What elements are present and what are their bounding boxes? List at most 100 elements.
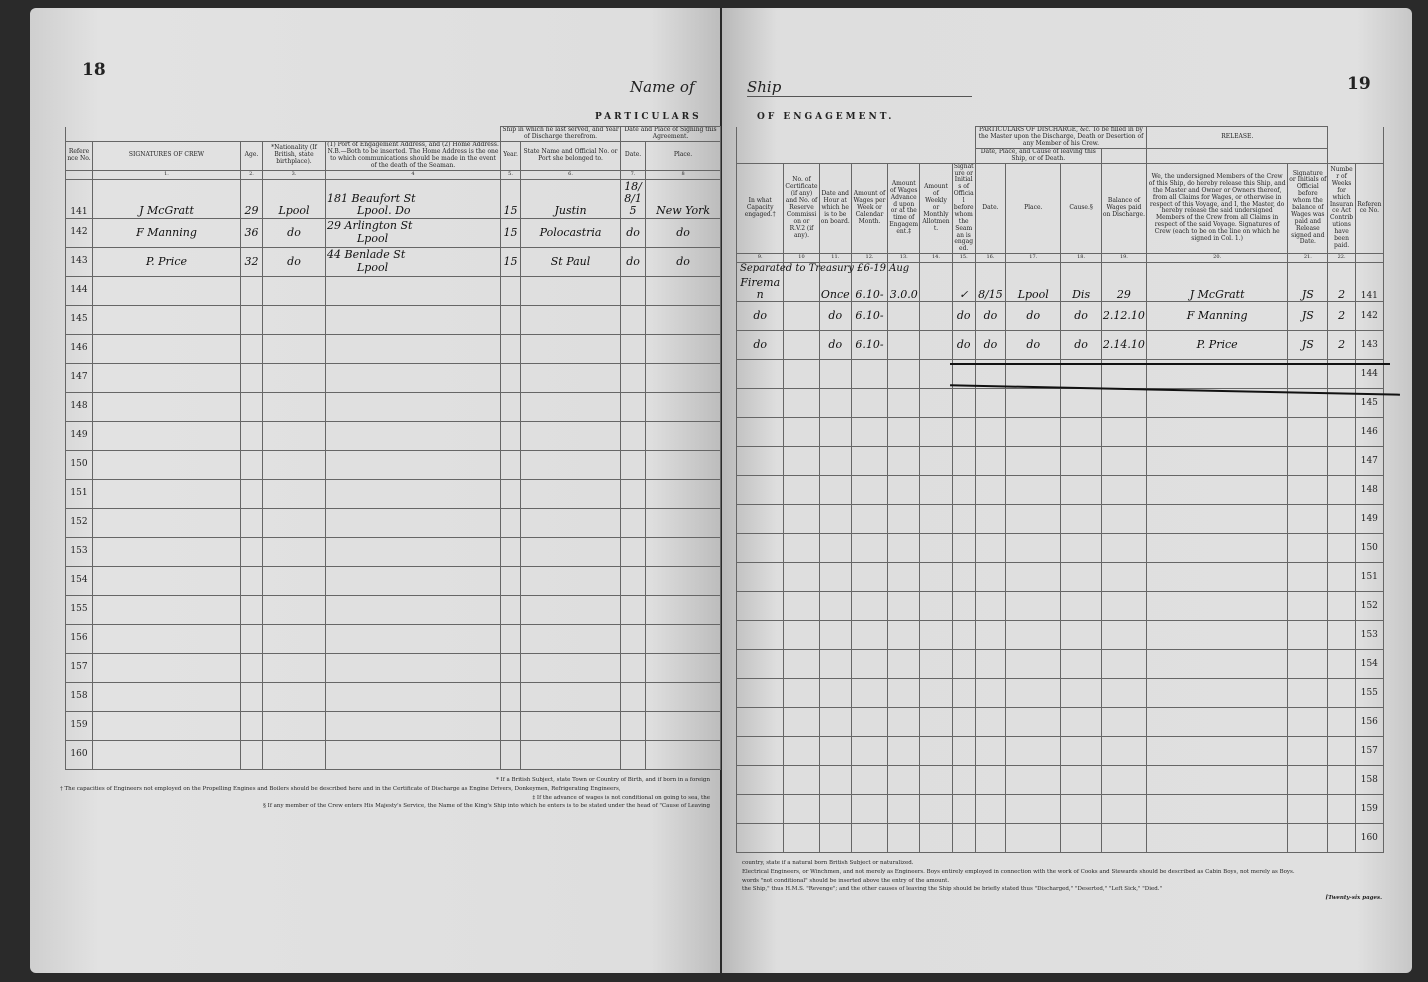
cell-official: do [951, 301, 976, 332]
reference-number: 155 [1354, 678, 1385, 709]
cell-age [240, 565, 263, 596]
cell-address1 [324, 536, 502, 567]
column-number: 11. [818, 253, 852, 264]
cell-place [645, 507, 722, 538]
reference-number: 142 [1354, 301, 1385, 332]
cell-cause [1060, 649, 1102, 680]
cell-x10 [783, 475, 820, 506]
cell-official [951, 562, 976, 593]
cell-capacity [735, 823, 785, 854]
cell-wages [850, 736, 889, 767]
cell-advance [887, 678, 921, 709]
cell-place [645, 333, 722, 364]
cell-dis_place [1005, 591, 1062, 622]
cell-dis_place [1005, 446, 1062, 477]
cell-x10 [783, 417, 820, 448]
cell-date [620, 594, 647, 625]
cell-dis_place: do [1005, 301, 1062, 332]
cell-release_sig [1146, 649, 1289, 680]
cell-release_sig [1146, 823, 1289, 854]
cell-advance [887, 765, 921, 796]
cell-advance [887, 649, 921, 680]
cell-official_sig [1287, 736, 1329, 767]
column-number: 14. [919, 253, 953, 264]
cell-x10 [783, 262, 820, 303]
cell-year [500, 478, 522, 509]
cell-advance [887, 475, 921, 506]
cell-date [620, 623, 647, 654]
cell-x14 [919, 533, 953, 564]
column-number: 15. [951, 253, 976, 264]
group-header-discharge: PARTICULARS OF DISCHARGE, &c. To be fill… [974, 126, 1148, 149]
reference-number: 160 [65, 739, 93, 770]
cell-name [92, 739, 241, 770]
cell-x14 [919, 678, 953, 709]
column-number: 21. [1287, 253, 1329, 264]
cell-age [240, 449, 263, 480]
column-header: Number of Weeks for which Insurance Act … [1327, 162, 1356, 255]
cell-official [951, 417, 976, 448]
column-header: We, the undersigned Members of the Crew … [1146, 162, 1289, 255]
cell-date_hour [818, 562, 852, 593]
column-number: 8 [645, 169, 722, 180]
cell-date [620, 652, 647, 683]
table-row: 149 [65, 420, 722, 451]
reference-number: 153 [65, 536, 93, 567]
cell-nationality [262, 739, 326, 770]
table-row: 150 [65, 449, 722, 480]
header-spacer [1100, 148, 1148, 164]
cell-balance [1100, 736, 1148, 767]
cell-date_hour: do [818, 301, 852, 332]
cell-year [500, 565, 522, 596]
cell-ship [520, 565, 622, 596]
table-row: 152 [735, 591, 1385, 622]
table-row: 155 [65, 594, 722, 625]
column-header: State Name and Official No. or Port she … [520, 141, 622, 171]
cell-year [500, 594, 522, 625]
cell-balance [1100, 649, 1148, 680]
cell-place [645, 304, 722, 335]
cell-name [92, 652, 241, 683]
cell-place [645, 391, 722, 422]
cell-place [645, 623, 722, 654]
header-spacer [736, 148, 976, 164]
cell-x10 [783, 301, 820, 332]
cell-year [500, 507, 522, 538]
cell-date_hour [818, 620, 852, 651]
cell-nationality: Lpool [262, 178, 326, 219]
cell-address1 [324, 420, 502, 451]
column-header: In what Capacity engaged.† [735, 162, 785, 255]
column-number: 2. [240, 169, 263, 180]
cell-x14 [919, 591, 953, 622]
cell-age [240, 623, 263, 654]
cell-name: P. Price [92, 246, 241, 277]
cell-ship [520, 391, 622, 422]
column-header: SIGNATURES OF CREW [92, 141, 241, 171]
cell-year [500, 275, 522, 306]
cell-dis_place [1005, 620, 1062, 651]
reference-number: 144 [65, 275, 93, 306]
column-header: Place. [1005, 162, 1062, 255]
cell-place: do [645, 246, 722, 277]
cell-dis_date [974, 446, 1007, 477]
cell-x10 [783, 707, 820, 738]
cell-date [620, 362, 647, 393]
cell-official_sig: JS [1287, 330, 1329, 361]
cell-date [620, 565, 647, 596]
cell-dis_date [974, 533, 1007, 564]
column-number: 4 [324, 169, 502, 180]
cell-x14 [919, 504, 953, 535]
cell-x10 [783, 678, 820, 709]
cell-wages [850, 504, 889, 535]
cell-release_sig [1146, 765, 1289, 796]
cell-place [645, 594, 722, 625]
cell-capacity [735, 620, 785, 651]
reference-number: 157 [1354, 736, 1385, 767]
cell-year [500, 681, 522, 712]
cell-balance [1100, 765, 1148, 796]
cell-cause [1060, 823, 1102, 854]
cell-release_sig [1146, 446, 1289, 477]
cell-x14 [919, 562, 953, 593]
cell-date [620, 507, 647, 538]
cell-weeks [1327, 620, 1356, 651]
